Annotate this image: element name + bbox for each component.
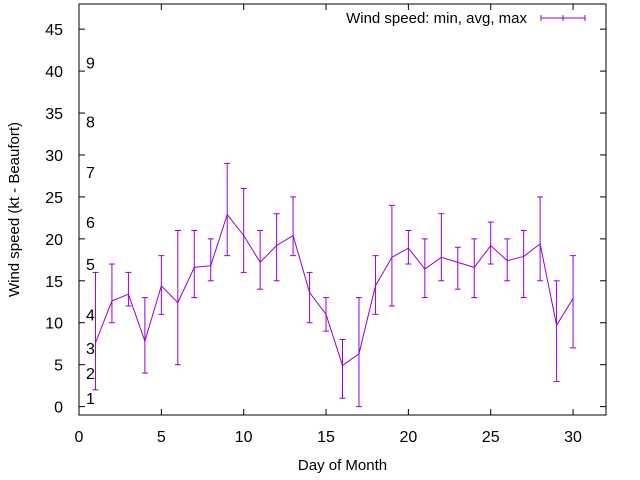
beaufort-label: 7 [86,165,95,182]
x-axis-title: Day of Month [298,457,387,474]
plot-frame [78,3,607,416]
x-tick-label: 25 [482,429,500,446]
x-tick-label: 0 [75,429,84,446]
y-tick-label: 40 [45,64,63,81]
beaufort-label: 1 [86,391,95,408]
series-line [95,213,574,367]
legend: Wind speed: min, avg, max [346,10,586,27]
x-tick-label: 10 [235,429,253,446]
beaufort-label: 5 [86,257,95,274]
x-tick-label: 30 [564,429,582,446]
y-tick-label: 15 [45,274,63,291]
y-tick-label: 45 [45,22,63,39]
x-tick-label: 15 [317,429,335,446]
y-axis-title: Wind speed (kt - Beaufort) [6,122,23,297]
beaufort-label: 3 [86,341,95,358]
error-bars [92,162,577,408]
x-tick-label: 20 [399,429,417,446]
y-tick-label: 5 [54,358,63,375]
legend-entry-label: Wind speed: min, avg, max [346,10,527,27]
y-tick-label: 20 [45,232,63,249]
beaufort-label: 6 [86,215,95,232]
beaufort-label: 9 [86,56,95,73]
y-tick-label: 30 [45,148,63,165]
x-axis-ticks: 0 5 10 15 20 25 30 [75,4,582,446]
beaufort-label: 2 [86,366,95,383]
y-tick-label: 0 [54,400,63,417]
beaufort-scale-labels: 1 2 3 4 5 6 7 8 9 [86,56,95,409]
y-tick-label: 25 [45,190,63,207]
x-tick-label: 5 [157,429,166,446]
y-tick-label: 35 [45,106,63,123]
beaufort-label: 8 [86,114,95,131]
y-tick-label: 10 [45,316,63,333]
beaufort-label: 4 [86,307,95,324]
